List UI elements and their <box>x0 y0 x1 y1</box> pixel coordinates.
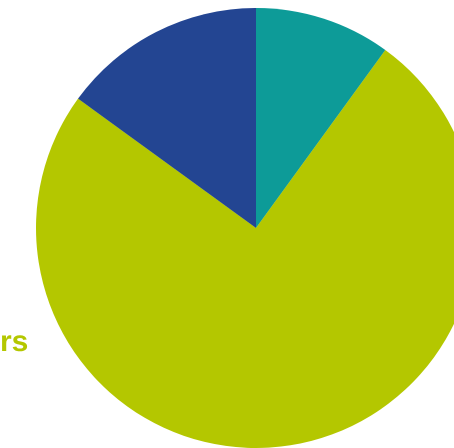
pie-slice-2 <box>36 50 454 448</box>
pie-slice-1 <box>256 8 386 228</box>
cropped-label-fragment: rs <box>0 325 29 358</box>
pie-slice-3 <box>78 8 256 228</box>
